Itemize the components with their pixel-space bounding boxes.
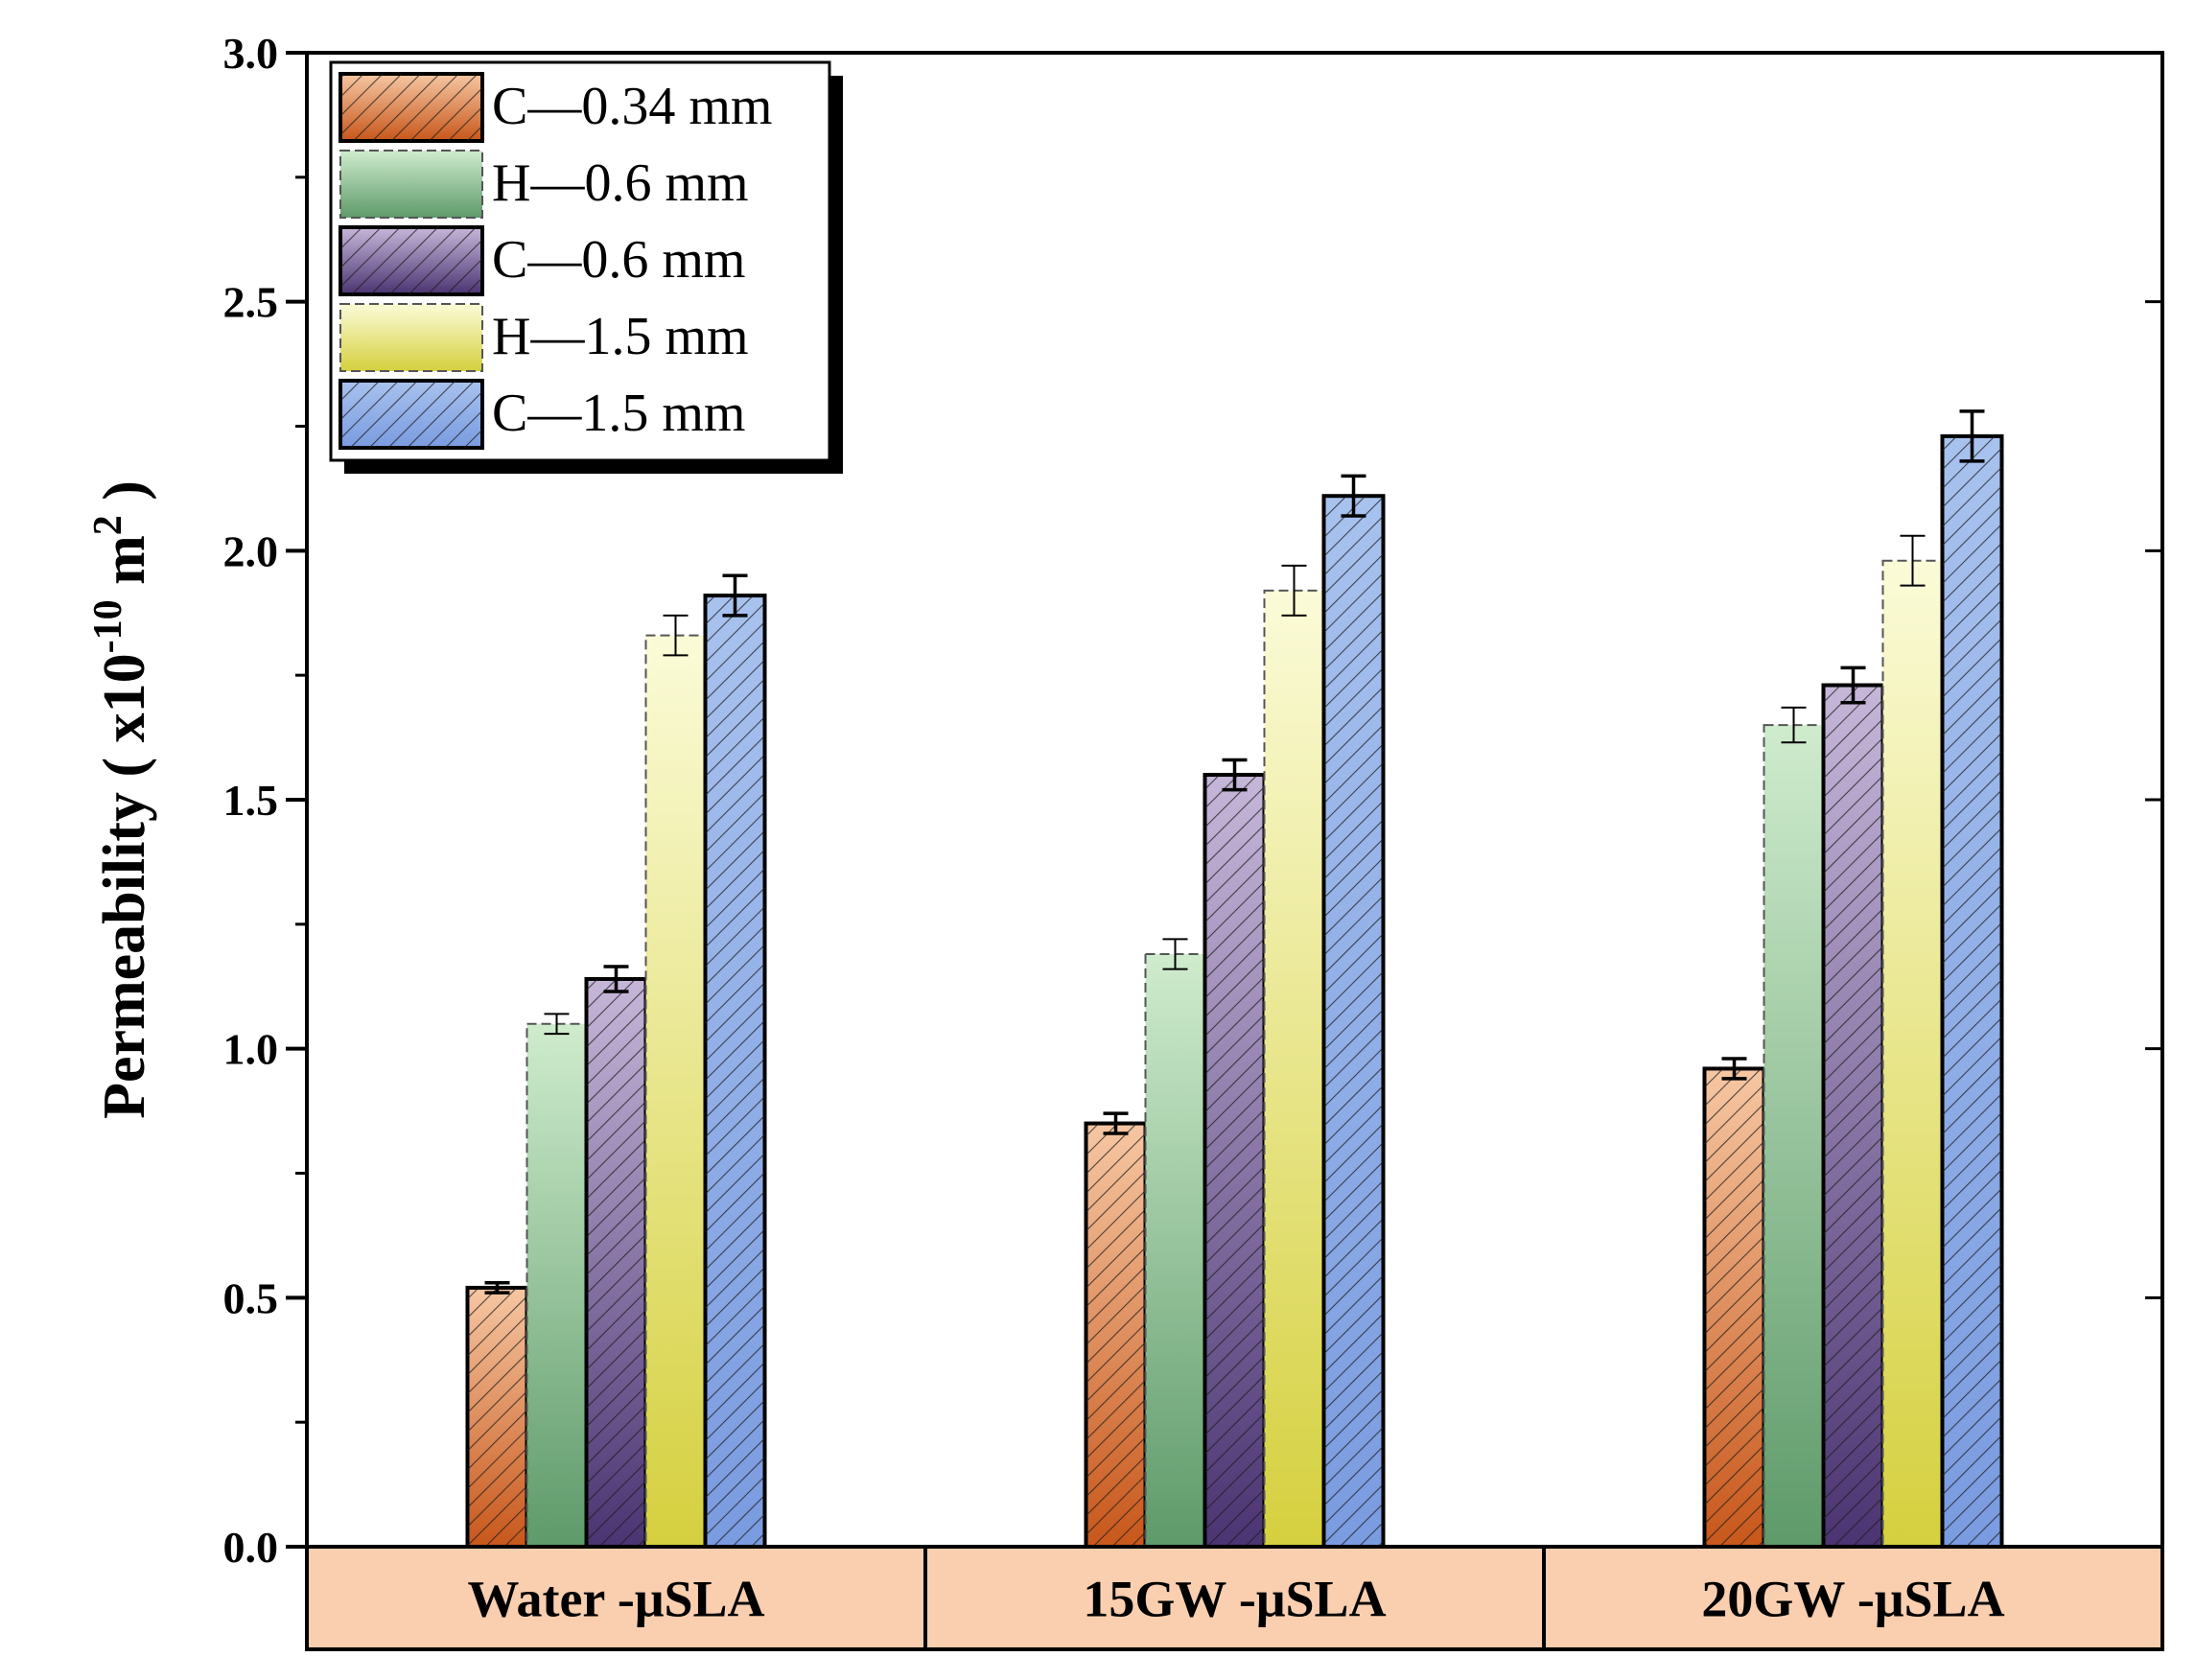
y-tick-label: 2.5 [223, 278, 279, 327]
legend-swatch-hatch [340, 74, 482, 141]
legend-swatch-hatch [340, 227, 482, 294]
legend-label: C—1.5 mm [492, 384, 745, 443]
y-axis-title-part: -10 [86, 599, 130, 653]
category-cell [1542, 1545, 2164, 1651]
legend: C—0.34 mm H—0.6 mm C—0.6 mm H—1.5 mm C—1.5 m… [329, 60, 843, 474]
y-axis-title-part: m [92, 535, 157, 599]
bar-hatch [705, 595, 765, 1547]
y-axis-title-part: ) [92, 480, 157, 515]
bar [1763, 724, 1825, 1548]
bar-hatch [1086, 1123, 1146, 1547]
category-cell [923, 1545, 1546, 1651]
y-tick-label: 3.0 [223, 29, 279, 78]
legend-label: C—0.6 mm [492, 230, 745, 290]
y-tick-label: 1.0 [223, 1025, 279, 1074]
category-label: 15GW -μSLA [1083, 1571, 1386, 1628]
bar-hatch [1823, 685, 1883, 1547]
bar [1144, 952, 1206, 1548]
legend-label: C—0.34 mm [492, 77, 772, 136]
bar-hatch [586, 978, 646, 1547]
legend-label: H—1.5 mm [492, 307, 749, 366]
category-label: 20GW -μSLA [1701, 1571, 2004, 1628]
y-tick-label: 0.0 [223, 1523, 279, 1572]
category-label: Water -μSLA [467, 1571, 764, 1628]
y-tick-label: 2.0 [223, 526, 279, 575]
y-axis: 0.0 0.5 1.0 1.5 2.0 2.5 3.0 [223, 29, 2162, 1572]
bars-group [465, 409, 2004, 1549]
y-axis-title: Permeability ( x10-10 m2 ) [86, 480, 157, 1119]
y-axis-title-part: 2 [86, 515, 130, 535]
y-tick-label: 0.5 [223, 1273, 279, 1322]
legend-swatch [339, 303, 483, 372]
legend-label: H—0.6 mm [492, 153, 749, 213]
category-cell [305, 1545, 927, 1651]
bar-hatch [467, 1287, 527, 1547]
legend-swatch-hatch [340, 381, 482, 448]
category-band: Water -μSLA 15GW -μSLA 20GW -μSLA [305, 1545, 2164, 1651]
y-axis-title-part: Permeability ( x10 [92, 653, 157, 1119]
bar [644, 634, 707, 1548]
bar-hatch [1942, 435, 2002, 1547]
bar [525, 1022, 588, 1548]
y-tick-label: 1.5 [223, 776, 279, 825]
bar [1881, 559, 1944, 1548]
bar [1263, 589, 1325, 1548]
bar-hatch [1323, 496, 1384, 1547]
bar-hatch [1704, 1068, 1764, 1547]
bar-hatch [1204, 775, 1265, 1547]
legend-swatch [339, 150, 483, 219]
